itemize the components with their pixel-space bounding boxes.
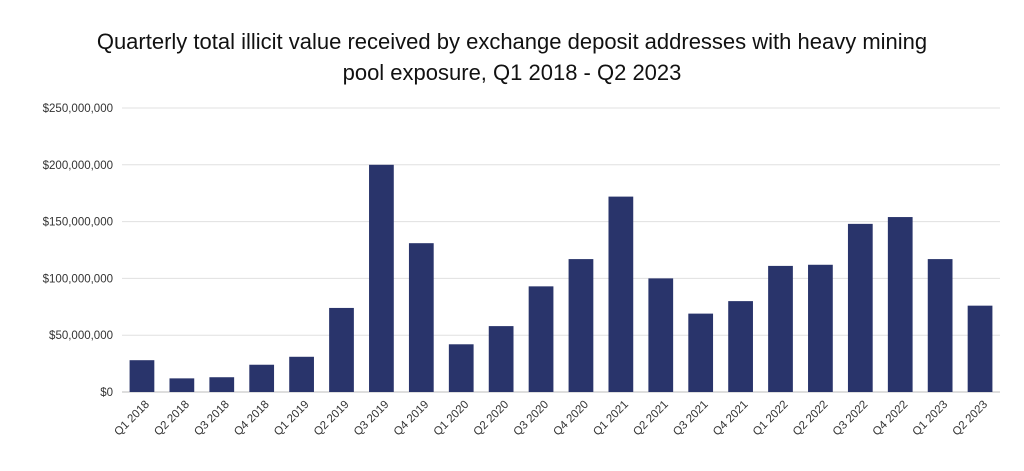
bar [249,364,275,392]
x-tick-label: Q2 2018 [152,399,192,439]
bar [209,377,235,392]
x-tick-label: Q1 2023 [911,399,951,439]
bar [169,378,195,392]
bar [887,217,913,392]
x-tick-label: Q1 2018 [112,399,152,439]
bar [967,305,993,392]
x-tick-label: Q3 2019 [352,399,392,439]
x-tick-label: Q1 2022 [751,399,791,439]
bar [129,360,155,392]
y-tick-label: $0 [100,387,113,399]
x-tick-label: Q4 2019 [392,399,432,439]
bar [408,243,434,392]
x-tick-label: Q2 2021 [631,399,671,439]
x-tick-label: Q4 2018 [232,399,272,439]
bar [289,356,314,392]
bar [329,307,354,392]
x-tick-label: Q4 2021 [711,399,751,439]
x-tick-label: Q4 2022 [871,399,911,439]
bar [568,259,594,392]
y-tick-label: $200,000,000 [43,160,113,172]
x-tick-label: Q3 2022 [831,399,871,439]
y-tick-label: $150,000,000 [43,217,113,229]
bar [488,326,514,392]
bar [847,223,873,392]
x-tick-label: Q3 2020 [511,399,551,439]
y-tick-label: $100,000,000 [43,273,113,285]
x-tick-label: Q1 2021 [591,399,631,439]
x-tick-label: Q2 2022 [791,399,831,439]
x-tick-label: Q4 2020 [551,399,591,439]
chart-title-line-2: pool exposure, Q1 2018 - Q2 2023 [342,60,682,85]
y-axis-tick-labels: $0 $50,000,000 $100,000,000 $150,000,000 $20… [43,103,113,399]
bar [688,313,714,392]
x-axis-tick-labels: Q1 2018 Q2 2018 Q3 2018 Q4 2018 Q1 2019 Q2 20… [112,399,990,439]
bar [369,164,394,392]
bars [129,164,993,392]
x-tick-label: Q3 2018 [192,399,232,439]
x-tick-label: Q2 2020 [472,399,512,439]
bar [608,196,634,392]
x-tick-label: Q3 2021 [671,399,711,439]
bar [768,265,793,392]
bar [728,301,753,392]
bar [448,344,474,392]
bar [808,264,833,392]
y-tick-label: $50,000,000 [49,330,113,342]
x-tick-label: Q1 2020 [432,399,472,439]
chart-title: Quarterly total illicit value received b… [0,26,1024,88]
y-tick-label: $250,000,000 [43,103,113,115]
bar [528,286,554,392]
x-tick-label: Q2 2019 [312,399,352,439]
chart-title-line-1: Quarterly total illicit value received b… [96,29,928,54]
bar [927,259,953,392]
bar [648,278,674,392]
x-tick-label: Q2 2023 [950,399,990,439]
x-tick-label: Q1 2019 [272,399,312,439]
